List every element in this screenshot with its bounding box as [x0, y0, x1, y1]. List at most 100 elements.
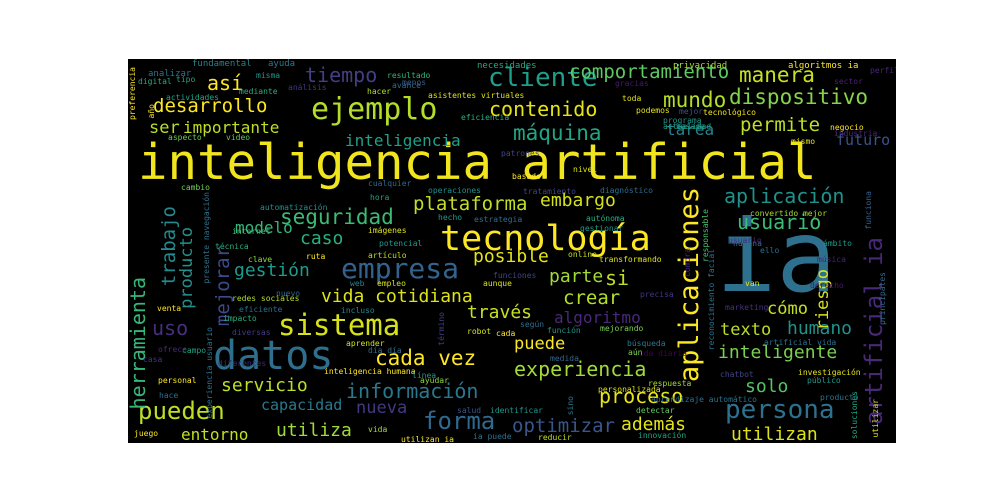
word-principales: principales [878, 272, 887, 325]
word-uso: uso [152, 316, 189, 340]
word-necesidades: necesidades [477, 61, 537, 71]
word-gestionar: gestionar [580, 224, 624, 233]
word-servicio: servicio [221, 375, 308, 396]
word-ayuda: ayuda [268, 59, 296, 69]
word-analisis: análisis [288, 83, 327, 92]
word-vida-cotidiana: vida cotidiana [321, 286, 473, 307]
word-ia: ia [716, 198, 837, 315]
word-aprendizaje-automatico: aprendizaje automático [651, 395, 757, 404]
word-preferencia: preferencia [128, 67, 137, 120]
word-online: online [568, 250, 597, 259]
word-actualidad: actualidad [663, 122, 712, 131]
word-asistentes-virtuales: asistentes virtuales [428, 91, 525, 100]
word-parte: parte [549, 266, 604, 287]
word-digital: digital [138, 77, 172, 86]
word-hacer: hacer [367, 87, 392, 96]
word-precisa: precisa [640, 290, 674, 299]
word-eficiente: eficiente [239, 305, 283, 314]
word-cambio: cambio [181, 183, 210, 192]
word-mediante: mediante [239, 87, 278, 96]
word-venta: venta [157, 304, 182, 313]
word-puede: puede [514, 334, 566, 354]
word-aplicacion: aplicación [724, 184, 845, 208]
word-funcion: función [547, 326, 581, 335]
word-aprender: aprender [346, 339, 385, 348]
word-identificar: identificar [490, 406, 543, 415]
word-dispositivo: dispositivo [729, 85, 869, 109]
word-resultado: resultado [387, 71, 431, 80]
word-impacto: impacto [223, 314, 257, 323]
word-riesgo: riesgo [813, 269, 833, 331]
word-usuario: usuario [737, 210, 822, 234]
word-entorno: entorno [181, 425, 249, 443]
word-empresa: empresa [341, 252, 460, 285]
word-autonoma: autónoma [586, 214, 625, 223]
word-tecnologico: tecnológico [703, 108, 756, 117]
word-diferentes: diferentes [218, 359, 267, 368]
word-redes-sociales: redes sociales [232, 294, 300, 303]
word-diversas: diversas [232, 328, 271, 337]
word-tiempo: tiempo [305, 63, 378, 87]
word-solo: solo [745, 376, 789, 397]
word-clave: clave [248, 255, 273, 264]
word-modelo: modelo [235, 218, 293, 237]
word-inteligencia-humana: inteligencia humana [324, 367, 416, 376]
word-juego: juego [134, 429, 159, 438]
word-automatizacion: automatización [260, 203, 328, 212]
word-internet: internet [232, 227, 271, 236]
word-personal: personal [158, 376, 197, 385]
word-optimizar: optimizar [512, 415, 615, 437]
word-forma: forma [423, 407, 496, 435]
word-gestion: gestión [234, 260, 310, 281]
word-publico: público [807, 376, 841, 385]
word-hecho: hecho [438, 213, 463, 222]
word-negocio: negocio [830, 123, 864, 132]
word-articulo: artículo [368, 251, 407, 260]
word-nueva: nueva [356, 398, 408, 418]
word-podemos: podemos [636, 106, 670, 115]
word-mejor: mejor [679, 107, 704, 116]
word-medida: medida [550, 354, 579, 363]
word-informacion: información [346, 379, 479, 403]
word-privacidad: privacidad [673, 61, 728, 71]
word-campo: campo [182, 346, 207, 355]
word-basada: basada [676, 122, 705, 131]
word-cada: cada [496, 329, 516, 338]
word-seguridad: seguridad [280, 205, 394, 229]
word-plataforma: plataforma [413, 193, 528, 215]
word-casa: casa [143, 355, 163, 364]
word-estrategia: estrategia [474, 215, 523, 224]
word-hora: hora [370, 193, 390, 202]
word-texto: texto [720, 320, 772, 340]
word-imagenes: imágenes [368, 226, 407, 235]
word-inteligencia: inteligencia [345, 131, 461, 150]
word-crear: crear [563, 287, 621, 309]
word-operaciones: operaciones [428, 186, 481, 195]
word-funciones: funciones [493, 271, 537, 280]
word-ademas: además [621, 414, 687, 435]
word-fundamental: fundamental [192, 59, 252, 69]
word-web: web [350, 279, 365, 288]
word-linea: línea [412, 371, 437, 380]
word-menos: menos [402, 78, 427, 87]
word-transformando: transformando [599, 255, 662, 264]
word-cloud: inteligencia artificial ia tecnología da… [128, 59, 896, 443]
word-cliente: cliente [488, 63, 598, 93]
word-como: cómo [767, 299, 808, 319]
word-inteligente: inteligente [718, 342, 838, 363]
word-actividades: actividades [166, 93, 219, 102]
word-artificial-ia: artificial ia [860, 237, 888, 425]
word-utiliza: utiliza [276, 420, 352, 441]
word-sino: sino [566, 396, 575, 416]
word-dia-dia: día día [368, 346, 402, 355]
word-respuesta: respuesta [648, 379, 692, 388]
word-algoritmos-ia: algoritmos ia [788, 61, 859, 71]
word-manera: manera [739, 63, 815, 87]
word-desarrollo: desarrollo [153, 95, 268, 117]
word-tarea: tarea [666, 120, 715, 139]
word-ayudar: ayudar [420, 376, 449, 385]
word-caso: caso [300, 228, 344, 249]
word-traves: través [467, 302, 533, 323]
word-aunque: aunque [483, 279, 512, 288]
word-ejemplo: ejemplo [311, 92, 438, 127]
